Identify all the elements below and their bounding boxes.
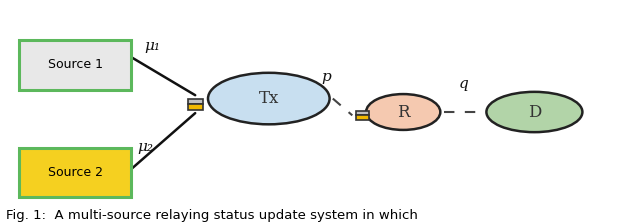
FancyBboxPatch shape: [19, 40, 131, 90]
Text: p: p: [321, 70, 332, 84]
Bar: [188, 99, 203, 104]
Text: R: R: [397, 103, 410, 121]
Text: μ₂: μ₂: [138, 140, 154, 154]
Ellipse shape: [208, 73, 330, 124]
Bar: [188, 104, 203, 110]
Text: Tx: Tx: [259, 90, 279, 107]
Text: Fig. 1:  A multi-source relaying status update system in which: Fig. 1: A multi-source relaying status u…: [6, 209, 419, 222]
Text: Source 1: Source 1: [48, 58, 102, 71]
Text: D: D: [528, 103, 541, 121]
Bar: [356, 111, 369, 115]
Text: q: q: [459, 77, 469, 91]
Ellipse shape: [366, 94, 440, 130]
FancyBboxPatch shape: [19, 148, 131, 197]
Ellipse shape: [486, 92, 582, 132]
Text: Source 2: Source 2: [48, 166, 102, 179]
Bar: [356, 115, 369, 120]
Text: μ₁: μ₁: [144, 39, 160, 53]
